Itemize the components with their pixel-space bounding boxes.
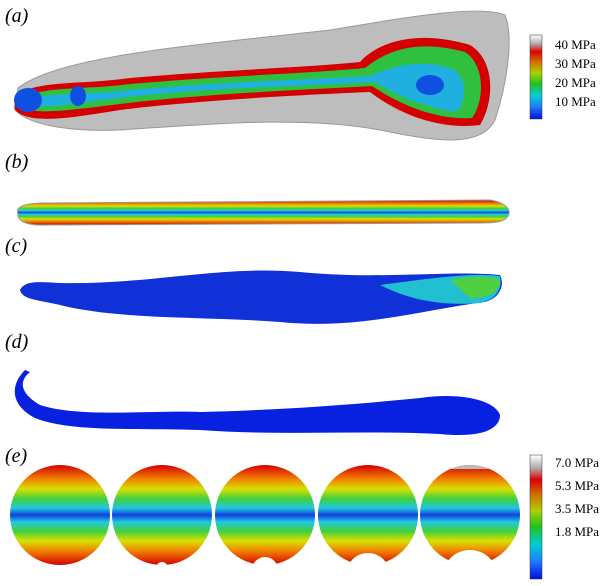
colorbar-label: 40 MPa xyxy=(555,37,596,52)
colorbar-label: 7.0 MPa xyxy=(555,455,599,470)
panel-label: (a) xyxy=(5,5,29,27)
model-d xyxy=(14,370,501,436)
panel-label: (b) xyxy=(5,151,29,173)
sections xyxy=(10,465,520,586)
colorbar-label: 5.3 MPa xyxy=(555,478,599,493)
model-c xyxy=(20,270,502,324)
colorbar-label: 20 MPa xyxy=(555,75,596,90)
panel-label: (d) xyxy=(5,331,29,353)
colorbar-label: 30 MPa xyxy=(555,56,596,71)
model-b xyxy=(16,199,510,226)
colorbar-label: 10 MPa xyxy=(555,94,596,109)
colorbar xyxy=(529,34,543,120)
colorbar-label: 1.8 MPa xyxy=(555,524,599,539)
model-a xyxy=(13,10,510,141)
panel-label: (c) xyxy=(5,235,28,257)
colorbar-label: 3.5 MPa xyxy=(555,501,599,516)
colorbar xyxy=(529,454,543,580)
panel-label: (e) xyxy=(5,445,28,467)
